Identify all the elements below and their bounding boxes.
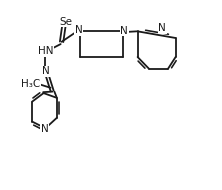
Text: N: N: [41, 124, 49, 134]
Text: H₃C: H₃C: [21, 79, 40, 89]
Text: N: N: [42, 66, 50, 76]
Text: N: N: [75, 25, 83, 35]
Text: Se: Se: [59, 17, 72, 27]
Text: HN: HN: [38, 46, 53, 56]
Text: N: N: [159, 23, 166, 33]
Text: N: N: [120, 26, 128, 36]
